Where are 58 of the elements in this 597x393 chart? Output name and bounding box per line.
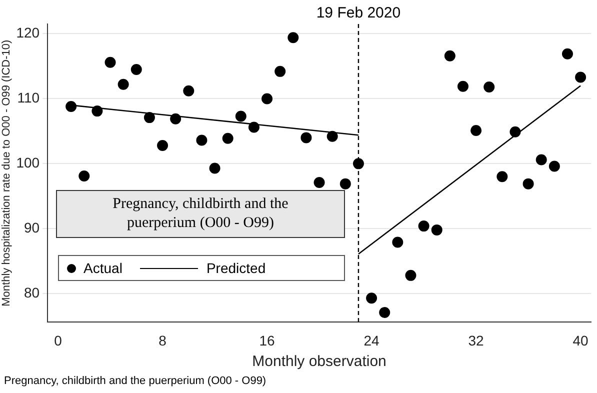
point [209, 162, 220, 174]
y-tick-label: 100 [16, 154, 40, 171]
x-tick-label: 0 [54, 332, 62, 348]
point [222, 132, 234, 144]
point [392, 236, 404, 248]
text-box: Pregnancy, childbirth and the puerperium (O00 - O99) [56, 190, 346, 238]
point [248, 122, 260, 133]
y-tick-label: 120 [16, 24, 40, 41]
point [352, 158, 364, 170]
point [548, 160, 560, 172]
point [274, 66, 286, 77]
point [130, 64, 142, 75]
legend-label: Actual [84, 260, 122, 276]
y-tick-label: 110 [17, 90, 40, 106]
point [235, 110, 246, 122]
legend-label: Predicted [206, 260, 266, 276]
ref-line-label: 19 Feb 2020 [316, 4, 401, 22]
point [170, 113, 182, 124]
point [78, 170, 90, 182]
point [104, 56, 116, 68]
point [510, 126, 521, 138]
point [379, 306, 390, 318]
x-tick-label: 8 [158, 332, 167, 348]
x-tick-label: 40 [572, 332, 589, 348]
x-tick-label: 24 [364, 332, 380, 348]
point [66, 101, 77, 112]
point [431, 224, 442, 236]
y-tick-label: 80 [24, 284, 40, 300]
point [157, 140, 168, 151]
point [118, 78, 129, 90]
point [536, 154, 547, 166]
x-tick-label: 32 [468, 332, 484, 348]
point [92, 106, 103, 117]
point [575, 72, 586, 83]
point [144, 112, 155, 124]
text: Pregnancy, childbirth and the puerperium (O00 - O99) [4, 375, 266, 387]
point [300, 132, 312, 144]
point [196, 134, 208, 146]
point [288, 32, 299, 44]
point [562, 48, 573, 60]
point [444, 50, 456, 62]
point [340, 178, 351, 190]
point [457, 80, 468, 92]
x-tick-label: 16 [259, 332, 276, 348]
point [405, 270, 416, 281]
point [470, 125, 482, 136]
point [366, 292, 378, 304]
point [418, 220, 430, 232]
point [522, 178, 534, 190]
point [484, 82, 495, 93]
point [496, 171, 508, 182]
x-axis-title: Monthly observation [252, 353, 386, 370]
y-tick-label: 90 [24, 220, 40, 236]
y-axis-title: Monthly hospitalization rate due to O00 - O99 (ICD-10) [0, 40, 13, 306]
point [183, 85, 194, 96]
point [326, 130, 338, 142]
point [262, 93, 273, 104]
point [314, 177, 325, 188]
